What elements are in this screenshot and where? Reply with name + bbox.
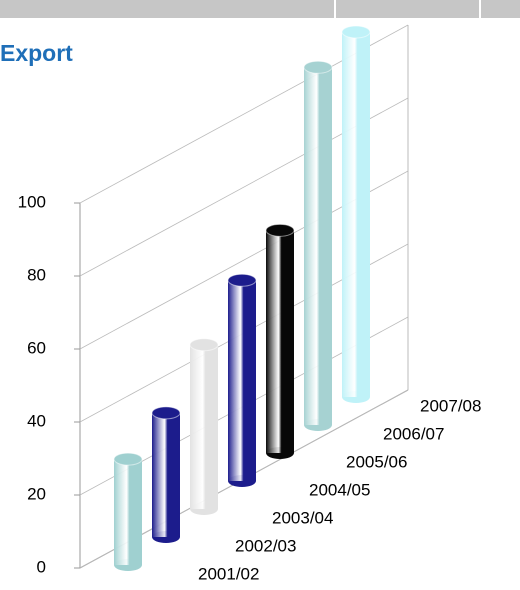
bar-top [341,25,371,39]
x-tick-label: 2004/05 [309,480,370,499]
top-band [0,0,520,18]
bar-top [303,60,333,74]
bar [114,459,142,565]
chart-title: Export [0,40,73,66]
x-tick-label: 2001/02 [198,564,259,583]
x-tick-label: 2002/03 [235,536,296,555]
bar [190,344,218,509]
y-tick-label: 0 [37,557,46,576]
x-tick-label: 2007/08 [420,396,481,415]
bar-top [189,338,219,352]
bar [228,280,256,481]
y-tick-label: 60 [27,338,46,357]
bar-top [151,406,181,420]
bar [152,412,180,537]
y-tick-label: 80 [27,265,46,284]
y-tick-label: 20 [27,484,46,503]
bar-top [113,452,143,466]
bar-top [265,223,295,237]
bar-top [227,273,257,287]
x-tick-label: 2003/04 [272,508,333,527]
bar [342,32,370,397]
bar [304,67,332,426]
bar [266,230,294,453]
y-tick-label: 100 [18,192,46,211]
x-tick-label: 2006/07 [383,424,444,443]
x-tick-label: 2005/06 [346,452,407,471]
y-tick-label: 40 [27,411,46,430]
